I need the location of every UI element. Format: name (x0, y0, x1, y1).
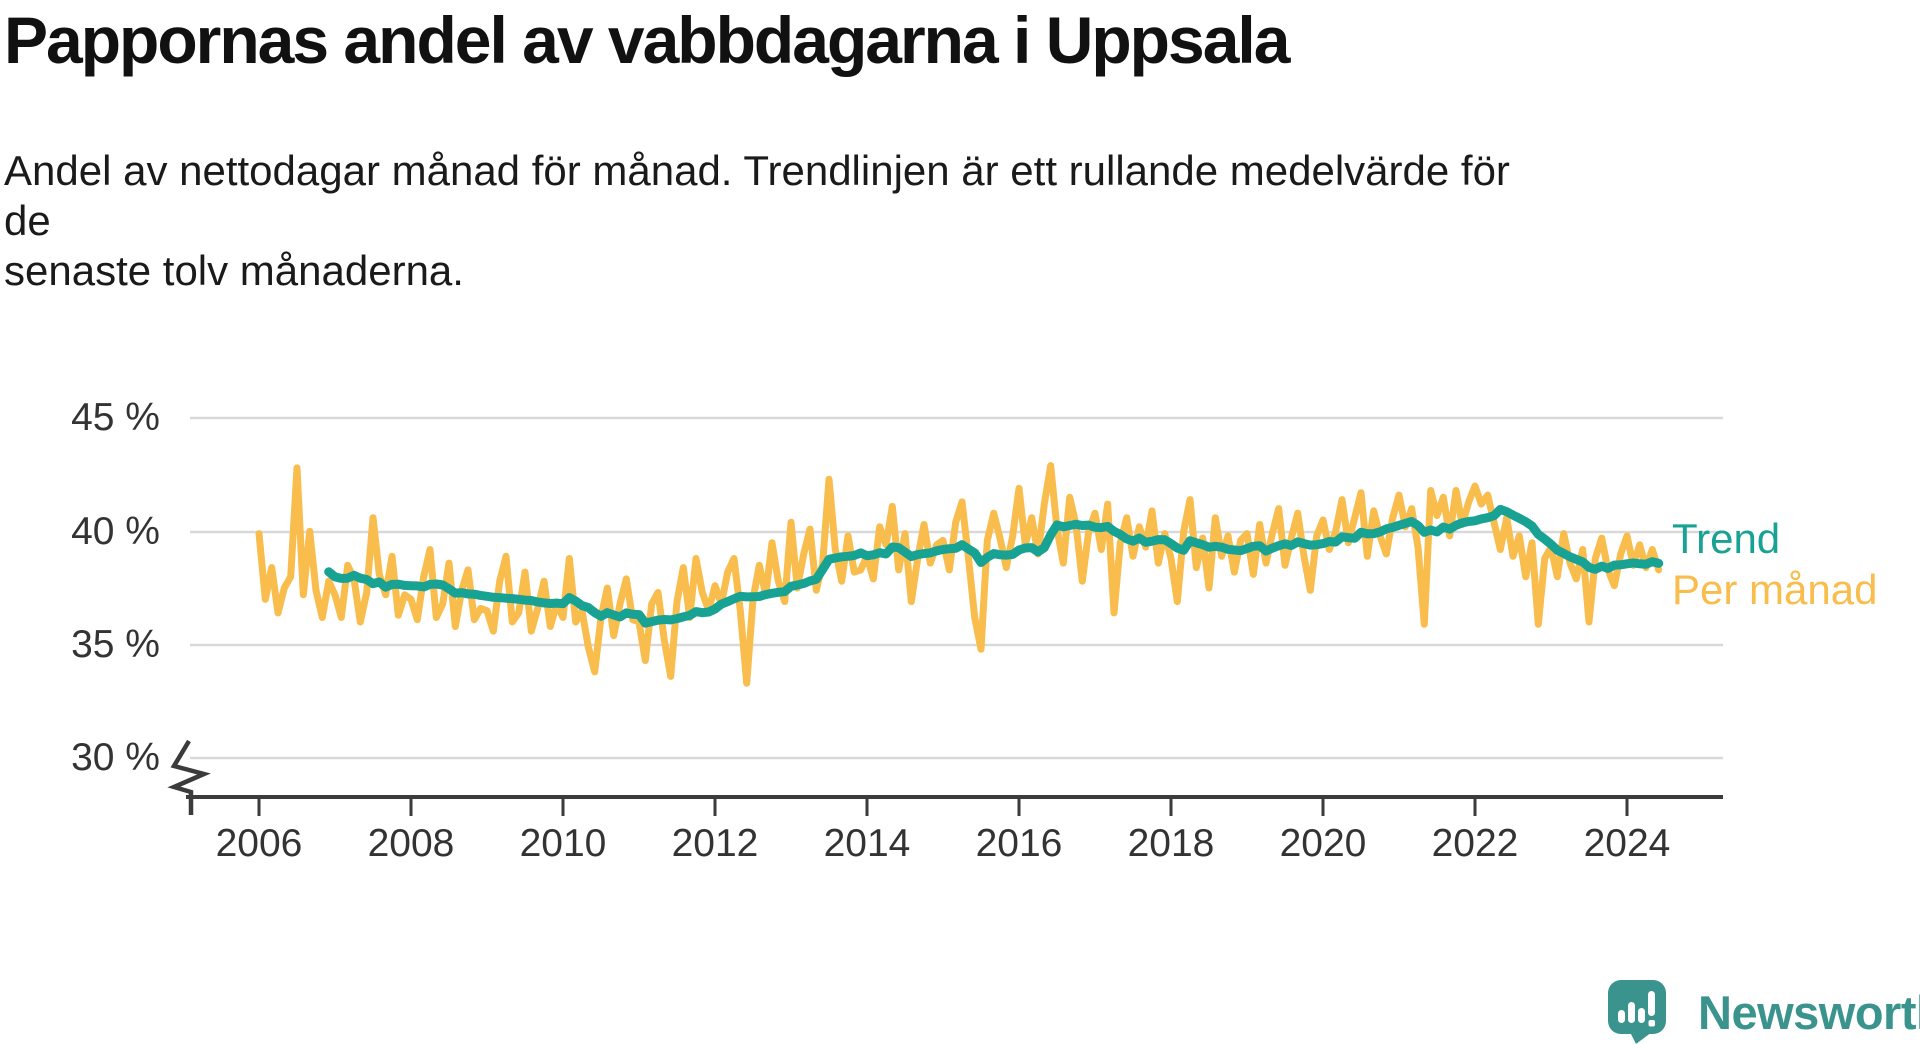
y-tick-label-45: 45 % (71, 396, 160, 439)
x-tick-label-2012: 2012 (671, 822, 759, 865)
x-tick-label-2008: 2008 (367, 822, 455, 865)
series-line-trend (324, 504, 1664, 628)
chart-subtitle: Andel av nettodagar månad för månad. Tre… (4, 146, 1564, 296)
chart-subtitle-line1: Andel av nettodagar månad för månad. Tre… (4, 147, 1510, 244)
newsworthy-logo-icon (1608, 980, 1666, 1044)
y-tick-label-30: 30 % (71, 736, 160, 779)
page-title: Pappornas andel av vabbdagarna i Uppsala (4, 3, 1290, 77)
legend-label-per-manad: Per månad (1672, 566, 1878, 613)
x-tick-label-2022: 2022 (1431, 822, 1519, 865)
legend-label-trend: Trend (1672, 515, 1781, 562)
x-tick-label-2010: 2010 (519, 822, 607, 865)
x-tick-label-2020: 2020 (1279, 822, 1367, 865)
y-tick-label-40: 40 % (71, 510, 160, 553)
chart-subtitle-line2: senaste tolv månaderna. (4, 247, 464, 294)
x-tick-label-2006: 2006 (215, 822, 303, 865)
x-axis-ticks (257, 797, 1629, 816)
x-tick-label-2018: 2018 (1127, 822, 1215, 865)
y-tick-label-35: 35 % (71, 623, 160, 666)
x-tick-label-2016: 2016 (975, 822, 1063, 865)
logo-bars-icon (1618, 991, 1655, 1027)
x-tick-label-2014: 2014 (823, 822, 911, 865)
brand-name: Newsworthy (1698, 986, 1920, 1039)
y-axis-break-icon (167, 739, 211, 815)
series-line-per-manad (255, 462, 1663, 687)
x-tick-label-2024: 2024 (1583, 822, 1671, 865)
